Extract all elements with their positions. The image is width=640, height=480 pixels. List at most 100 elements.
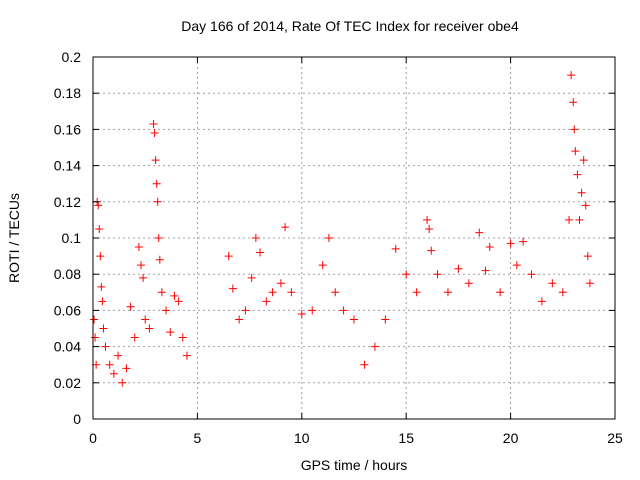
data-point	[287, 288, 296, 297]
data-point	[577, 188, 586, 197]
data-point	[506, 239, 515, 248]
data-point	[433, 270, 442, 279]
y-tick-label: 0.1	[62, 230, 82, 246]
data-point	[579, 156, 588, 165]
data-point	[174, 297, 183, 306]
data-point	[308, 306, 317, 315]
data-points-layer	[90, 71, 594, 387]
data-point	[427, 246, 436, 255]
data-point	[575, 215, 584, 224]
data-point	[565, 215, 574, 224]
data-point	[126, 302, 135, 311]
data-point	[109, 369, 118, 378]
data-point	[145, 324, 154, 333]
data-point	[402, 270, 411, 279]
data-point	[96, 252, 105, 261]
data-point	[454, 264, 463, 273]
data-point	[475, 228, 484, 237]
data-point	[90, 315, 99, 324]
data-point	[571, 147, 580, 156]
data-point	[157, 288, 166, 297]
data-point	[391, 244, 400, 253]
y-tick-label: 0.14	[54, 158, 81, 174]
data-point	[152, 179, 161, 188]
data-point	[141, 315, 150, 324]
y-tick-label: 0.2	[62, 49, 82, 65]
x-tick-label: 25	[607, 430, 623, 446]
data-point	[573, 170, 582, 179]
y-tick-label: 0.18	[54, 85, 81, 101]
data-point	[105, 360, 114, 369]
data-point	[153, 197, 162, 206]
data-point	[228, 284, 237, 293]
data-point	[101, 342, 110, 351]
data-point	[178, 333, 187, 342]
data-point	[150, 129, 159, 138]
data-point	[256, 248, 265, 257]
data-point	[139, 273, 148, 282]
data-point	[527, 270, 536, 279]
data-point	[381, 315, 390, 324]
data-point	[297, 310, 306, 319]
data-point	[512, 261, 521, 270]
y-axis-label: ROTI / TECUs	[6, 193, 22, 283]
data-point	[570, 125, 579, 134]
data-point	[581, 201, 590, 210]
x-tick-label: 0	[89, 430, 97, 446]
data-point	[318, 261, 327, 270]
data-point	[99, 324, 108, 333]
data-point	[537, 297, 546, 306]
data-point	[496, 288, 505, 297]
data-point	[569, 98, 578, 107]
x-axis-label: GPS time / hours	[301, 457, 408, 473]
y-tick-label: 0.06	[54, 302, 81, 318]
data-point	[91, 333, 100, 342]
data-point	[134, 243, 143, 252]
data-point	[95, 224, 104, 233]
data-point	[339, 306, 348, 315]
data-point	[94, 201, 103, 210]
data-point	[98, 297, 107, 306]
data-point	[548, 279, 557, 288]
x-tick-label: 10	[294, 430, 310, 446]
y-tick-label: 0.04	[54, 339, 81, 355]
data-point	[151, 156, 160, 165]
data-point	[224, 252, 233, 261]
data-point	[281, 223, 290, 232]
chart-title: Day 166 of 2014, Rate Of TEC Index for r…	[181, 18, 519, 34]
data-point	[425, 224, 434, 233]
data-point	[130, 333, 139, 342]
data-point	[331, 288, 340, 297]
data-point	[170, 291, 179, 300]
data-point	[585, 279, 594, 288]
data-point	[519, 237, 528, 246]
data-point	[324, 234, 333, 242]
data-point	[360, 360, 369, 369]
data-point	[162, 306, 171, 315]
data-point	[154, 234, 163, 242]
data-point	[481, 266, 490, 275]
data-point	[166, 328, 175, 337]
data-point	[251, 234, 260, 242]
data-point	[155, 255, 164, 264]
data-point	[262, 297, 271, 306]
data-point	[241, 306, 250, 315]
ticks-layer: 0 0.02 0.04 0.06 0.08 0.1 0.12 0.14 0.16 0.18 0.2 0…	[54, 49, 623, 446]
data-point	[464, 279, 473, 288]
data-point	[485, 243, 494, 252]
y-tick-label: 0.02	[54, 375, 81, 391]
data-point	[118, 378, 127, 387]
data-point	[137, 261, 146, 270]
x-tick-label: 15	[398, 430, 414, 446]
y-tick-label: 0.16	[54, 121, 81, 137]
data-point	[149, 119, 158, 128]
y-tick-label: 0	[73, 411, 81, 427]
data-point	[182, 351, 191, 360]
data-point	[567, 71, 576, 80]
data-point	[276, 279, 285, 288]
data-point	[247, 273, 256, 282]
data-point	[412, 288, 421, 297]
data-point	[268, 288, 277, 297]
